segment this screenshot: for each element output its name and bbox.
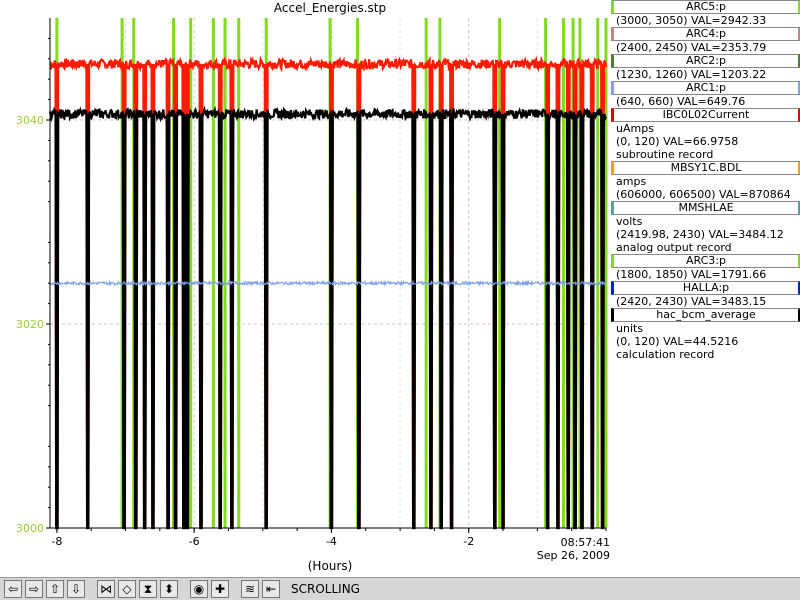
scroll-icon: ≋	[244, 582, 256, 596]
arrow-down-icon: ⇩	[70, 582, 82, 596]
legend-name: MBSY1C.BDL	[611, 161, 800, 175]
pan-left-button[interactable]: ⇦	[4, 580, 22, 598]
legend-name: ARC2:p	[611, 54, 800, 68]
zoom-in-x-icon: ⋈	[100, 582, 112, 596]
x-tick-label: -2	[463, 535, 474, 548]
arrow-right-icon: ⇨	[28, 582, 40, 596]
legend-detail: subroutine record	[616, 148, 714, 161]
legend-detail: volts	[616, 215, 643, 228]
series-line	[48, 105, 607, 530]
stop-button[interactable]: ⇤	[262, 580, 280, 598]
legend-entry[interactable]: MMSHLAE volts (2419.98, 2430) VAL=3484.12 a…	[610, 201, 800, 254]
zoom-in-y-icon: ⧗	[143, 582, 153, 596]
x-ticks: -8 -6 -4 -2	[51, 528, 607, 548]
y-tick-label: 3040	[16, 114, 44, 127]
legend-entry[interactable]: ARC4:p (2400, 2450) VAL=2353.79	[610, 27, 800, 54]
zoom-out-y-icon: ⬍	[163, 582, 175, 596]
plus-icon: ✚	[214, 582, 226, 596]
y-ticks: 3000 3020 3040	[16, 37, 50, 535]
arrow-left-icon: ⇦	[7, 582, 19, 596]
timestamp-date: Sep 26, 2009	[536, 549, 610, 562]
toolbar-buttons: ⇦ ⇨ ⇧ ⇩ ⋈ ◇ ⧗ ⬍ ◉ ✚ ≋ ⇤	[4, 580, 280, 598]
zoom-out-x-button[interactable]: ◇	[118, 580, 136, 598]
y-tick-label: 3000	[16, 522, 44, 535]
legend-detail: (0, 120) VAL=66.9758	[616, 135, 739, 148]
legend-entry[interactable]: IBC0L02Current uAmps (0, 120) VAL=66.9758 s…	[610, 108, 800, 161]
series-line	[49, 55, 608, 530]
x-tick-label: -6	[189, 535, 200, 548]
x-tick-label: -4	[326, 535, 337, 548]
stop-icon: ⇤	[265, 582, 277, 596]
legend-entry[interactable]: hac_bcm_average units (0, 120) VAL=44.5216…	[610, 308, 800, 361]
legend-name: MMSHLAE	[611, 201, 800, 215]
pan-down-button[interactable]: ⇩	[67, 580, 85, 598]
legend-entry[interactable]: ARC3:p (1800, 1850) VAL=1791.66	[610, 254, 800, 281]
legend-detail: (1230, 1260) VAL=1203.22	[616, 68, 767, 81]
legend-entry[interactable]: ARC2:p (1230, 1260) VAL=1203.22	[610, 54, 800, 81]
pan-right-button[interactable]: ⇨	[25, 580, 43, 598]
legend-detail: (2420, 2430) VAL=3483.15	[616, 295, 767, 308]
legend-name: ARC4:p	[611, 27, 800, 41]
scroll-button[interactable]: ≋	[241, 580, 259, 598]
legend-name: IBC0L02Current	[611, 108, 800, 122]
axes	[49, 18, 606, 529]
legend-entry[interactable]: ARC5:p (3000, 3050) VAL=2942.33	[610, 0, 800, 27]
series-line	[49, 279, 607, 287]
timestamp: 08:57:41 Sep 26, 2009	[520, 536, 610, 562]
pan-up-button[interactable]: ⇧	[46, 580, 64, 598]
arrow-up-icon: ⇧	[49, 582, 61, 596]
legend-name: hac_bcm_average	[611, 308, 800, 322]
x-tick-label: -8	[51, 535, 62, 548]
legend-name: ARC5:p	[611, 0, 800, 14]
legend-detail: calculation record	[616, 348, 715, 361]
legend: ARC5:p (3000, 3050) VAL=2942.33 ARC4:p (240…	[610, 0, 800, 576]
zoom-in-y-button[interactable]: ⧗	[139, 580, 157, 598]
legend-detail: units	[616, 322, 644, 335]
legend-name: ARC3:p	[611, 254, 800, 268]
legend-entry[interactable]: MBSY1C.BDL amps (606000, 606500) VAL=87086…	[610, 161, 800, 201]
auto-scale-icon: ◉	[193, 582, 205, 596]
status-text: SCROLLING	[291, 582, 360, 596]
y-tick-label: 3020	[16, 318, 44, 331]
legend-detail: (1800, 1850) VAL=1791.66	[616, 268, 767, 281]
legend-detail: (0, 120) VAL=44.5216	[616, 335, 739, 348]
zoom-in-x-button[interactable]: ⋈	[97, 580, 115, 598]
legend-detail: (606000, 606500) VAL=870864	[616, 188, 791, 201]
legend-name: HALLA:p	[611, 281, 800, 295]
legend-detail: (2400, 2450) VAL=2353.79	[616, 41, 767, 54]
legend-detail: (3000, 3050) VAL=2942.33	[616, 14, 767, 27]
auto-scale-button[interactable]: ◉	[190, 580, 208, 598]
legend-name: ARC1:p	[611, 81, 800, 95]
legend-detail: (2419.98, 2430) VAL=3484.12	[616, 228, 784, 241]
x-axis-label: (Hours)	[307, 559, 353, 573]
legend-entry[interactable]: ARC1:p (640, 660) VAL=649.76	[610, 81, 800, 108]
series-layer	[48, 18, 608, 530]
legend-entry[interactable]: HALLA:p (2420, 2430) VAL=3483.15	[610, 281, 800, 308]
zoom-out-y-button[interactable]: ⬍	[160, 580, 178, 598]
legend-detail: uAmps	[616, 122, 654, 135]
zoom-out-x-icon: ◇	[122, 582, 132, 596]
chart-plot[interactable]: 3000 3020 3040 -8 -6 -4 -2	[0, 0, 610, 576]
add-button[interactable]: ✚	[211, 580, 229, 598]
legend-detail: analog output record	[616, 241, 732, 254]
legend-detail: amps	[616, 175, 647, 188]
legend-detail: (640, 660) VAL=649.76	[616, 95, 746, 108]
toolbar: ⇦ ⇨ ⇧ ⇩ ⋈ ◇ ⧗ ⬍ ◉ ✚ ≋ ⇤ SCROLLING	[0, 577, 800, 600]
timestamp-time: 08:57:41	[560, 536, 610, 549]
chart-title: Accel_Energies.stp	[273, 1, 387, 15]
